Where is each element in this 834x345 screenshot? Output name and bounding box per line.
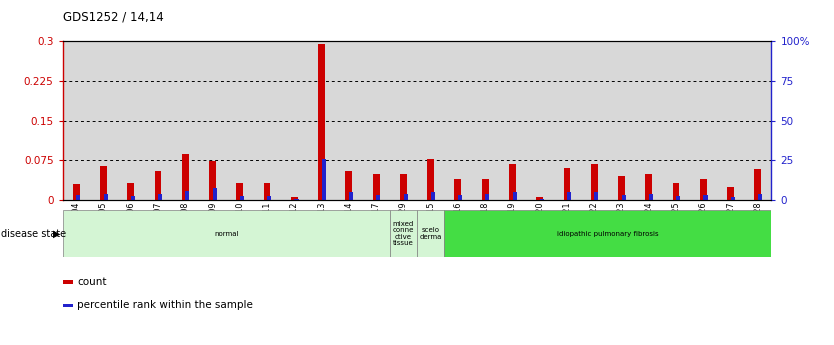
Bar <box>564 168 570 200</box>
Bar <box>690 41 717 200</box>
Bar <box>335 41 363 200</box>
Bar <box>267 196 271 200</box>
Bar <box>417 210 445 257</box>
Bar <box>154 171 162 200</box>
Bar <box>455 179 461 200</box>
Bar <box>373 174 379 200</box>
Bar <box>662 41 690 200</box>
Bar <box>389 210 417 257</box>
Bar <box>621 195 626 200</box>
Bar <box>427 159 434 200</box>
Bar <box>209 161 216 200</box>
Bar <box>185 190 189 200</box>
Bar <box>509 164 516 200</box>
Bar <box>431 192 435 200</box>
Bar <box>63 304 73 307</box>
Bar <box>536 197 543 200</box>
Bar <box>376 195 380 200</box>
Text: mixed
conne
ctive
tissue: mixed conne ctive tissue <box>393 221 414 246</box>
Bar <box>158 194 162 200</box>
Bar <box>389 41 417 200</box>
Bar <box>700 179 706 200</box>
Bar <box>482 179 489 200</box>
Bar <box>417 41 445 200</box>
Bar <box>63 280 73 284</box>
Bar <box>499 41 526 200</box>
Bar <box>318 44 325 200</box>
Bar <box>294 198 299 200</box>
Bar <box>240 196 244 200</box>
Bar <box>63 41 90 200</box>
Bar <box>404 194 408 200</box>
Bar <box>400 174 407 200</box>
Bar <box>727 187 734 200</box>
Text: GDS1252 / 14,14: GDS1252 / 14,14 <box>63 10 163 23</box>
Bar <box>322 159 326 200</box>
Bar <box>580 41 608 200</box>
Text: normal: normal <box>214 231 239 237</box>
Bar <box>471 41 499 200</box>
Bar <box>198 41 226 200</box>
Bar <box>281 41 308 200</box>
Bar <box>182 154 188 200</box>
Bar <box>703 195 707 200</box>
Bar <box>363 41 389 200</box>
Bar <box>458 195 462 200</box>
Bar <box>485 194 490 200</box>
Bar <box>758 194 762 200</box>
Bar <box>755 169 761 200</box>
Bar <box>636 41 662 200</box>
Bar <box>264 183 270 200</box>
Bar <box>646 174 652 200</box>
Bar <box>213 188 217 200</box>
Text: percentile rank within the sample: percentile rank within the sample <box>77 300 253 310</box>
Bar <box>63 210 389 257</box>
Text: idiopathic pulmonary fibrosis: idiopathic pulmonary fibrosis <box>557 231 659 237</box>
Bar <box>717 41 744 200</box>
Bar <box>618 176 625 200</box>
Bar <box>445 41 471 200</box>
Bar <box>144 41 172 200</box>
Text: ▶: ▶ <box>53 229 60 239</box>
Bar <box>672 183 680 200</box>
Bar <box>77 195 80 200</box>
Bar <box>254 41 281 200</box>
Bar <box>349 192 353 200</box>
Bar <box>445 210 771 257</box>
Bar <box>100 166 107 200</box>
Bar <box>291 197 298 200</box>
Bar <box>649 194 653 200</box>
Bar <box>540 199 544 200</box>
Bar <box>553 41 580 200</box>
Bar <box>345 171 352 200</box>
Bar <box>744 41 771 200</box>
Bar <box>513 192 516 200</box>
Bar <box>236 183 244 200</box>
Bar <box>73 184 79 200</box>
Bar <box>128 183 134 200</box>
Bar <box>103 194 108 200</box>
Bar <box>595 192 599 200</box>
Text: count: count <box>77 277 107 287</box>
Bar <box>172 41 198 200</box>
Bar <box>226 41 254 200</box>
Bar <box>308 41 335 200</box>
Bar <box>526 41 553 200</box>
Bar <box>731 197 735 200</box>
Bar <box>567 192 571 200</box>
Bar <box>676 196 681 200</box>
Bar <box>117 41 144 200</box>
Bar <box>90 41 117 200</box>
Bar <box>608 41 636 200</box>
Bar <box>131 196 135 200</box>
Text: disease state: disease state <box>1 229 66 239</box>
Bar <box>590 164 598 200</box>
Text: scelo
derma: scelo derma <box>420 227 442 240</box>
